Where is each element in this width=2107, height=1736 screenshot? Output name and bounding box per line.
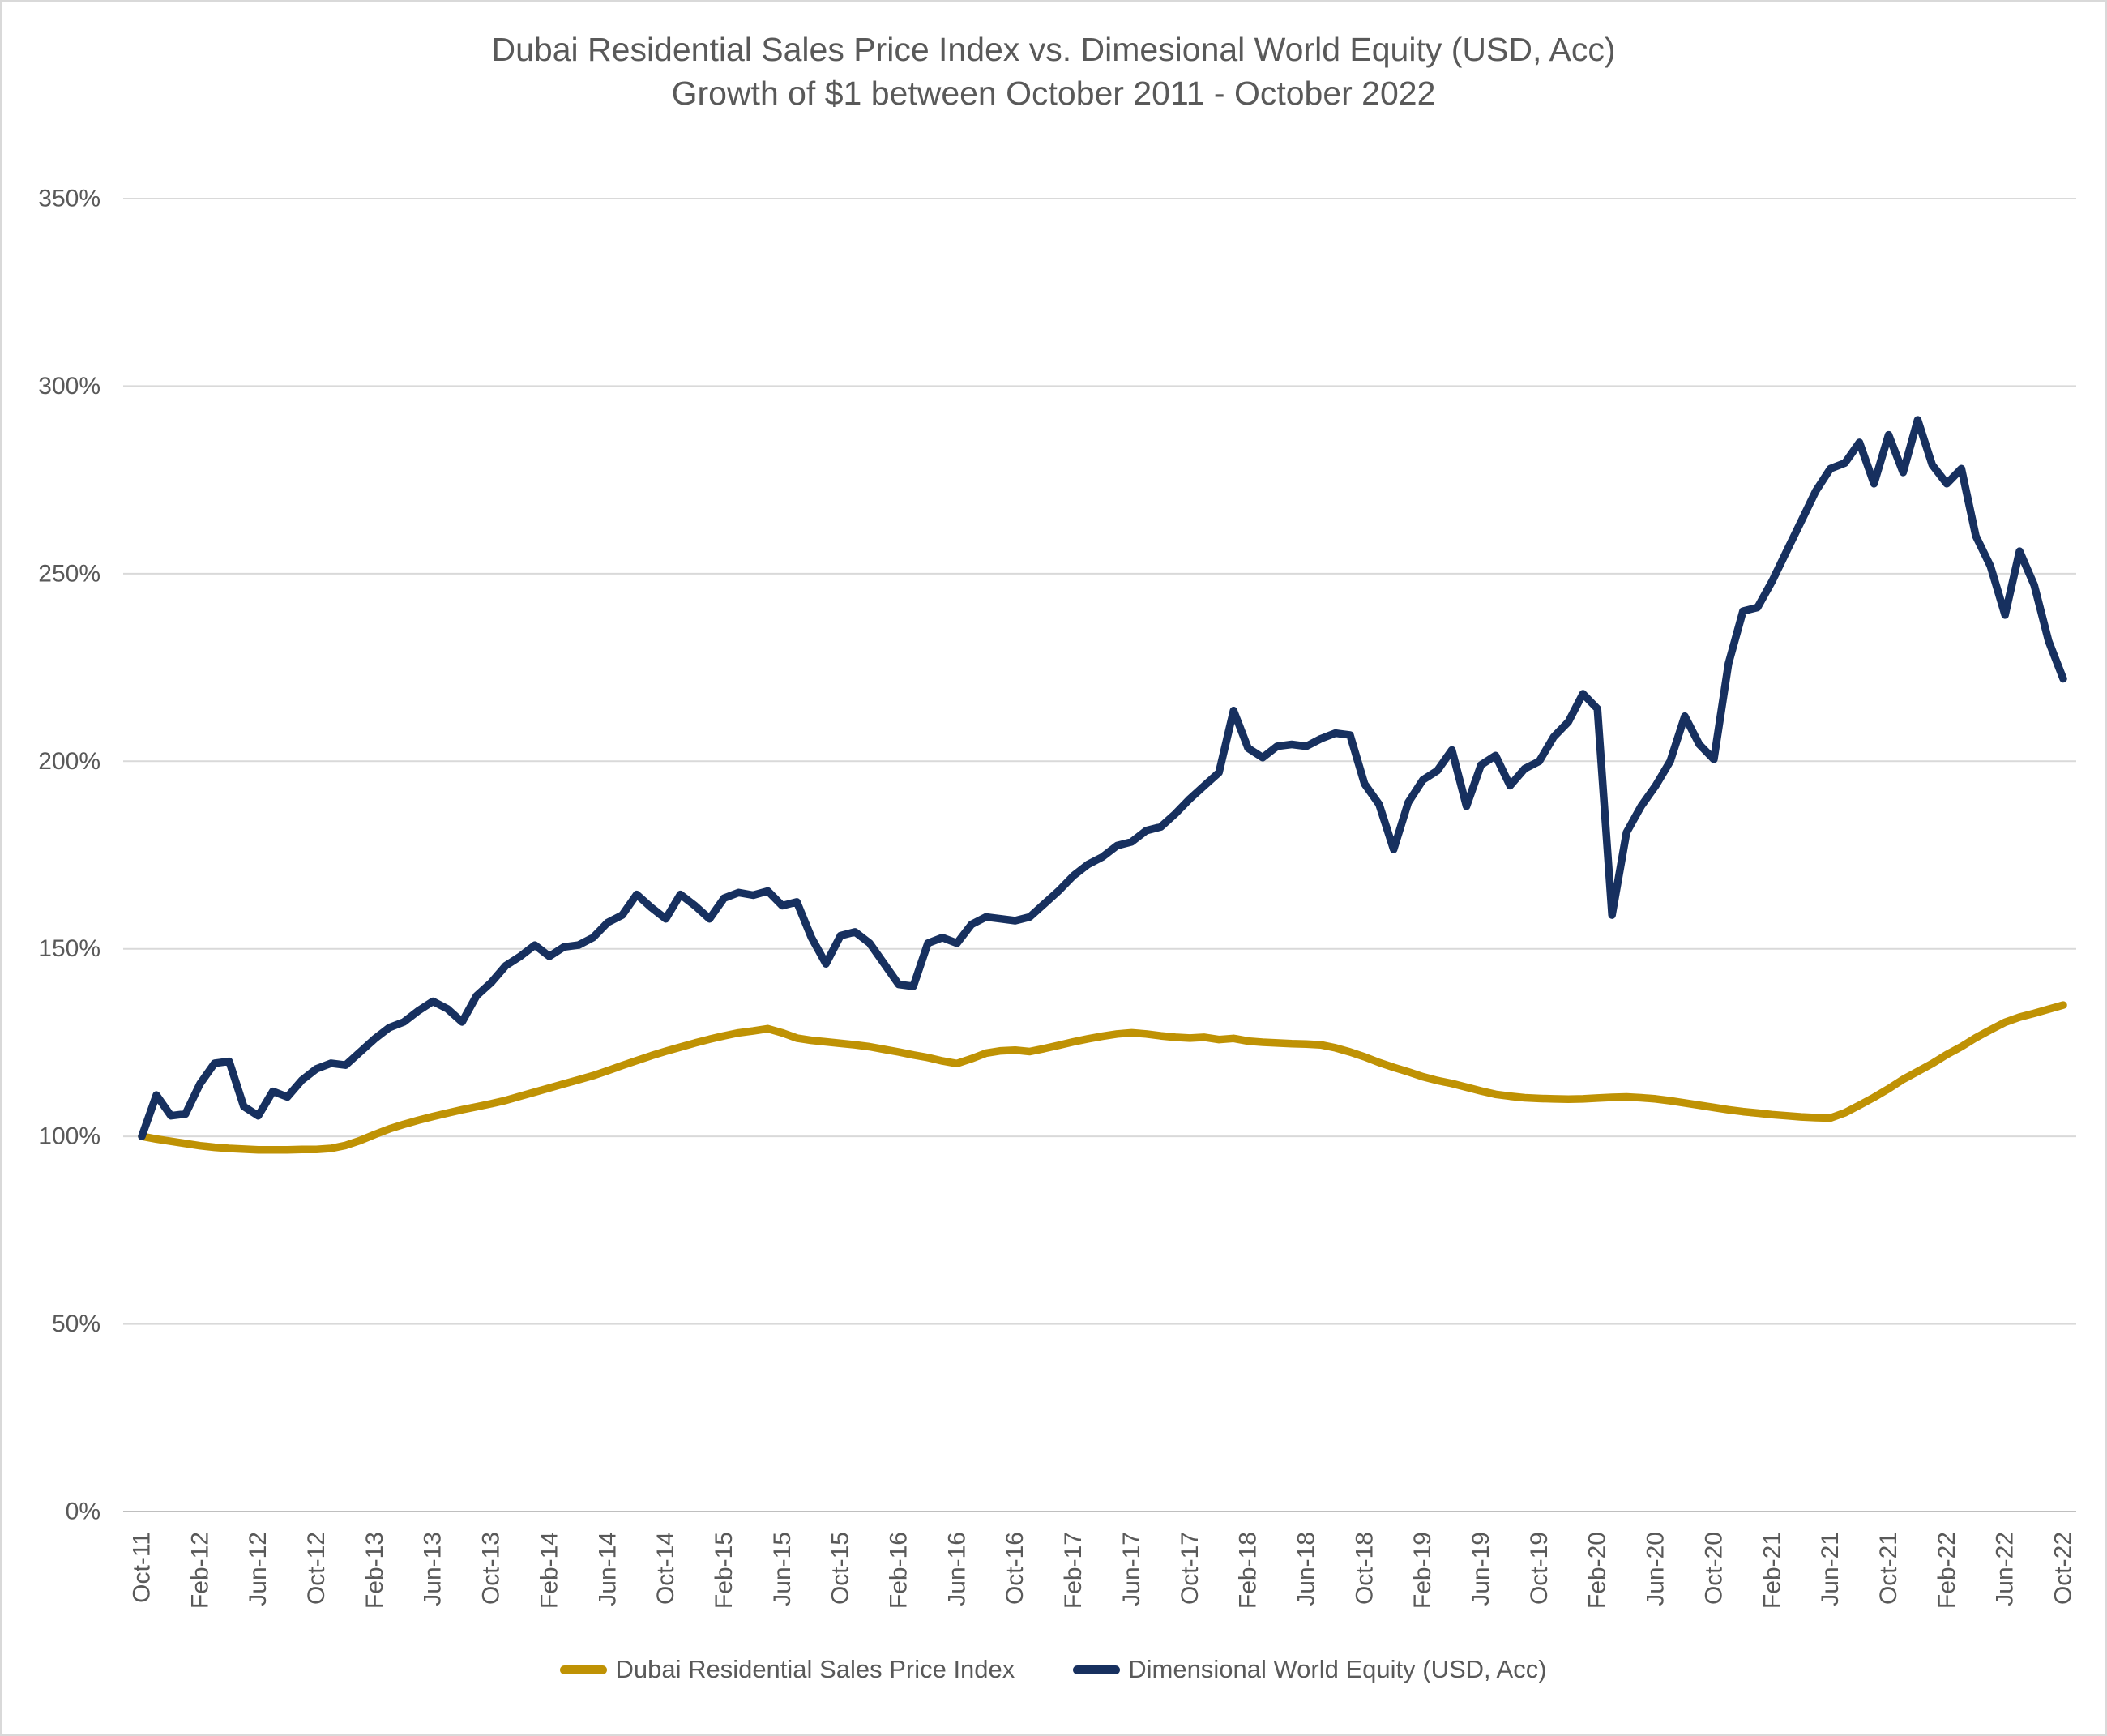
legend-label-dubai-index: Dubai Residential Sales Price Index	[615, 1655, 1015, 1683]
x-tick-label: Feb-14	[536, 1532, 562, 1609]
y-tick-label: 200%	[38, 748, 100, 775]
legend-swatch-dubai-index	[560, 1665, 608, 1674]
series-line-world-equity	[138, 416, 2067, 1140]
x-tick-label: Feb-20	[1584, 1532, 1611, 1609]
x-tick-label: Feb-15	[711, 1532, 737, 1609]
x-tick-label: Feb-13	[361, 1532, 388, 1609]
x-tick-label: Feb-12	[186, 1532, 213, 1609]
chart-subtitle: Growth of $1 between October 2011 - Octo…	[671, 75, 1436, 112]
x-tick-label: Jun-14	[594, 1532, 621, 1606]
x-tick-label: Oct-11	[129, 1532, 156, 1603]
x-tick-label: Oct-13	[478, 1532, 505, 1605]
y-tick-label: 350%	[38, 186, 100, 212]
x-tick-label: Feb-22	[1934, 1532, 1960, 1609]
legend-item-dubai-index: Dubai Residential Sales Price Index	[560, 1655, 1015, 1684]
x-tick-label: Jun-15	[769, 1532, 796, 1606]
x-tick-label: Jun-16	[943, 1532, 970, 1606]
x-tick-label: Feb-16	[886, 1532, 912, 1609]
x-tick-label: Oct-20	[1700, 1532, 1727, 1605]
y-tick-label: 250%	[38, 560, 100, 587]
x-tick-label: Oct-12	[303, 1532, 330, 1605]
y-tick-label: 50%	[52, 1311, 100, 1337]
chart-title: Dubai Residential Sales Price Index vs. …	[491, 31, 1616, 68]
y-tick-label: 0%	[66, 1499, 100, 1525]
x-tick-label: Feb-17	[1060, 1532, 1087, 1609]
x-tick-label: Feb-18	[1235, 1532, 1262, 1609]
x-tick-label: Jun-17	[1118, 1532, 1145, 1606]
x-tick-label: Jun-21	[1817, 1532, 1844, 1606]
legend-item-world-equity: Dimensional World Equity (USD, Acc)	[1073, 1655, 1547, 1684]
x-tick-label: Oct-22	[2050, 1532, 2077, 1605]
legend-swatch-world-equity	[1073, 1665, 1121, 1674]
y-tick-label: 150%	[38, 935, 100, 962]
x-tick-label: Oct-17	[1177, 1532, 1203, 1605]
legend: Dubai Residential Sales Price Index Dime…	[2, 1655, 2105, 1684]
x-tick-label: Jun-12	[245, 1532, 271, 1606]
x-tick-label: Oct-15	[827, 1532, 854, 1605]
legend-label-world-equity: Dimensional World Equity (USD, Acc)	[1128, 1655, 1547, 1683]
x-tick-label: Oct-19	[1526, 1532, 1553, 1605]
x-tick-label: Jun-19	[1468, 1532, 1494, 1606]
x-tick-label: Oct-21	[1875, 1532, 1902, 1605]
x-tick-label: Oct-14	[652, 1532, 679, 1605]
y-tick-label: 300%	[38, 373, 100, 400]
x-tick-label: Feb-19	[1409, 1532, 1436, 1609]
x-tick-label: Jun-13	[420, 1532, 447, 1606]
series-line-dubai-index	[138, 1001, 2067, 1154]
x-tick-label: Oct-18	[1351, 1532, 1378, 1605]
x-tick-label: Oct-16	[1002, 1532, 1028, 1605]
x-tick-label: Jun-22	[1992, 1532, 2019, 1606]
x-tick-label: Jun-20	[1643, 1532, 1669, 1606]
y-tick-label: 100%	[38, 1123, 100, 1150]
x-tick-label: Feb-21	[1759, 1532, 1785, 1609]
x-tick-label: Jun-18	[1293, 1532, 1319, 1606]
chart-title-block: Dubai Residential Sales Price Index vs. …	[2, 28, 2105, 115]
